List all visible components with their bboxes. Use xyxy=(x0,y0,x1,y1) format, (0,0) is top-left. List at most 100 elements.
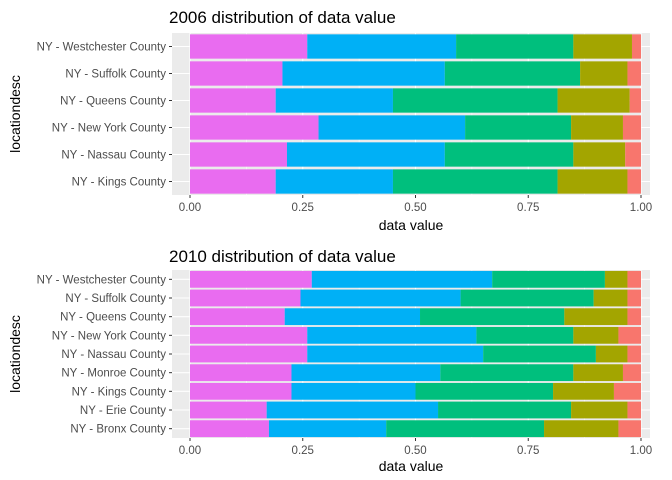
bar-segment xyxy=(627,308,641,326)
x-axis-title: data value xyxy=(379,458,444,474)
x-axis-title: data value xyxy=(379,217,444,233)
x-tick-label: 1.00 xyxy=(630,202,652,214)
bar-segment xyxy=(190,115,319,140)
y-axis-title: locationdesc xyxy=(7,315,23,393)
y-tick-label: NY - Nassau County xyxy=(61,349,166,361)
y-tick-label: NY - New York County xyxy=(52,123,166,135)
bar-segment xyxy=(190,401,267,419)
bar-segment xyxy=(622,115,641,140)
bar-segment xyxy=(190,308,285,326)
bar-segment xyxy=(438,401,572,419)
bar-segment xyxy=(190,88,276,113)
bar-segment xyxy=(465,115,572,140)
bar-segment xyxy=(627,289,641,307)
bar-segment xyxy=(190,34,308,59)
bar-segment xyxy=(307,345,484,363)
y-tick-label: NY - Nassau County xyxy=(61,150,166,162)
bar-segment xyxy=(444,61,581,86)
bar-segment xyxy=(631,34,641,59)
bar-segment xyxy=(284,308,421,326)
y-tick-label: NY - Queens County xyxy=(60,96,166,108)
bar-segment xyxy=(190,169,276,194)
x-tick-label: 0.50 xyxy=(404,202,426,214)
bar-segment xyxy=(307,34,457,59)
bar-segment xyxy=(460,289,594,307)
bar-segment xyxy=(625,142,641,167)
bar-segment xyxy=(190,270,312,288)
bar-segment xyxy=(190,364,292,382)
bar-segment xyxy=(456,34,574,59)
x-tick-label: 0.25 xyxy=(292,445,314,457)
bar-segment xyxy=(275,169,393,194)
bar-segment xyxy=(275,88,393,113)
x-tick-label: 0.75 xyxy=(517,445,539,457)
bar-segment xyxy=(392,169,558,194)
bar-segment xyxy=(190,345,308,363)
bar-segment xyxy=(476,326,574,344)
bar-segment xyxy=(440,364,574,382)
bar-segment xyxy=(604,270,628,288)
y-tick-label: NY - Suffolk County xyxy=(65,69,166,81)
bar-segment xyxy=(190,142,287,167)
y-tick-label: NY - Westchester County xyxy=(37,274,167,286)
x-tick-label: 0.00 xyxy=(179,445,201,457)
bar-segment xyxy=(580,61,628,86)
bar-segment xyxy=(190,382,292,400)
bar-segment xyxy=(595,345,628,363)
bar-segment xyxy=(618,326,641,344)
y-tick-label: NY - Queens County xyxy=(60,312,166,324)
bar-segment xyxy=(544,420,619,438)
bar-segment xyxy=(311,270,493,288)
x-tick-label: 1.00 xyxy=(630,445,652,457)
bar-segment xyxy=(268,420,387,438)
y-tick-label: NY - Suffolk County xyxy=(65,293,166,305)
bar-segment xyxy=(483,345,596,363)
bar-segment xyxy=(571,401,628,419)
bar-segment xyxy=(386,420,545,438)
chart-1: 2006 distribution of data value NY - West… xyxy=(7,8,652,233)
bar-segment xyxy=(291,364,441,382)
x-tick-label: 0.00 xyxy=(179,202,201,214)
y-tick-label: NY - Bronx County xyxy=(70,424,166,436)
bar-segment xyxy=(573,326,619,344)
bar-segment xyxy=(392,88,558,113)
x-tick-label: 0.50 xyxy=(404,445,426,457)
bar-segment xyxy=(564,308,628,326)
bar-segment xyxy=(593,289,628,307)
bar-segment xyxy=(571,115,623,140)
bar-segment xyxy=(307,326,477,344)
y-tick-label: NY - Kings County xyxy=(72,386,167,398)
x-tick-label: 0.25 xyxy=(292,202,314,214)
bar-segment xyxy=(190,289,301,307)
chart-title: 2006 distribution of data value xyxy=(169,8,396,27)
y-tick-label: NY - Westchester County xyxy=(37,42,167,54)
bar-segment xyxy=(627,345,641,363)
y-axis-title: locationdesc xyxy=(7,75,23,153)
bar-segment xyxy=(622,364,641,382)
y-tick-label: NY - Kings County xyxy=(72,177,167,189)
bar-segment xyxy=(627,401,641,419)
bar-segment xyxy=(627,270,641,288)
bar-segment xyxy=(420,308,565,326)
bar-segment xyxy=(415,382,554,400)
bar-segment xyxy=(318,115,466,140)
x-tick-label: 0.75 xyxy=(517,202,539,214)
bar-segment xyxy=(300,289,461,307)
bar-segment xyxy=(573,364,623,382)
bar-segment xyxy=(613,382,641,400)
bar-segment xyxy=(266,401,439,419)
chart-title: 2010 distribution of data value xyxy=(169,247,396,266)
bar-segment xyxy=(573,34,632,59)
bar-segment xyxy=(190,61,283,86)
bar-segment xyxy=(282,61,445,86)
bar-segment xyxy=(190,326,308,344)
bar-segment xyxy=(618,420,641,438)
y-tick-label: NY - New York County xyxy=(52,330,166,342)
bar-segment xyxy=(553,382,614,400)
bar-segment xyxy=(291,382,416,400)
bar-segment xyxy=(627,61,641,86)
bar-segment xyxy=(557,88,630,113)
y-tick-label: NY - Erie County xyxy=(80,405,166,417)
bar-segment xyxy=(286,142,445,167)
